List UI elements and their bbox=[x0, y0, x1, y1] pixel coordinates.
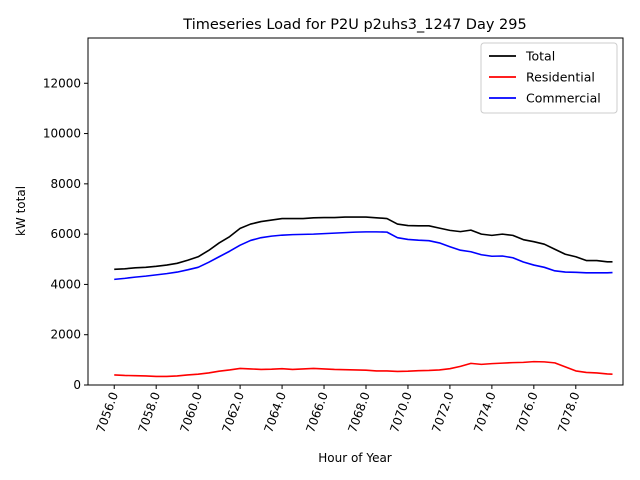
legend-box bbox=[480, 42, 618, 114]
y-axis-ticks: 0 2000 4000 6000 8000 10000 12000 bbox=[43, 76, 88, 392]
y-tick-label: 8000 bbox=[50, 177, 81, 191]
series-line-residential bbox=[114, 360, 613, 378]
y-tick-label: 6000 bbox=[50, 227, 81, 241]
series-line-total bbox=[114, 216, 613, 271]
series-layer bbox=[114, 216, 613, 378]
legend: Total Residential Commercial bbox=[480, 42, 618, 114]
y-axis-title: kW total bbox=[14, 186, 28, 236]
legend-label-total: Total bbox=[525, 49, 555, 64]
y-tick-label: 0 bbox=[73, 378, 81, 392]
chart-title: Timeseries Load for P2U p2uhs3_1247 Day … bbox=[182, 17, 526, 33]
y-tick-label: 4000 bbox=[50, 277, 81, 291]
series-line-commercial bbox=[114, 231, 613, 281]
y-tick-label: 12000 bbox=[43, 76, 81, 90]
y-tick-label: 2000 bbox=[50, 328, 81, 342]
x-axis-title: Hour of Year bbox=[318, 451, 392, 465]
legend-label-residential: Residential bbox=[526, 70, 595, 85]
plot-frame bbox=[87, 37, 624, 386]
legend-label-commercial: Commercial bbox=[526, 91, 601, 106]
y-tick-label: 10000 bbox=[43, 127, 81, 141]
